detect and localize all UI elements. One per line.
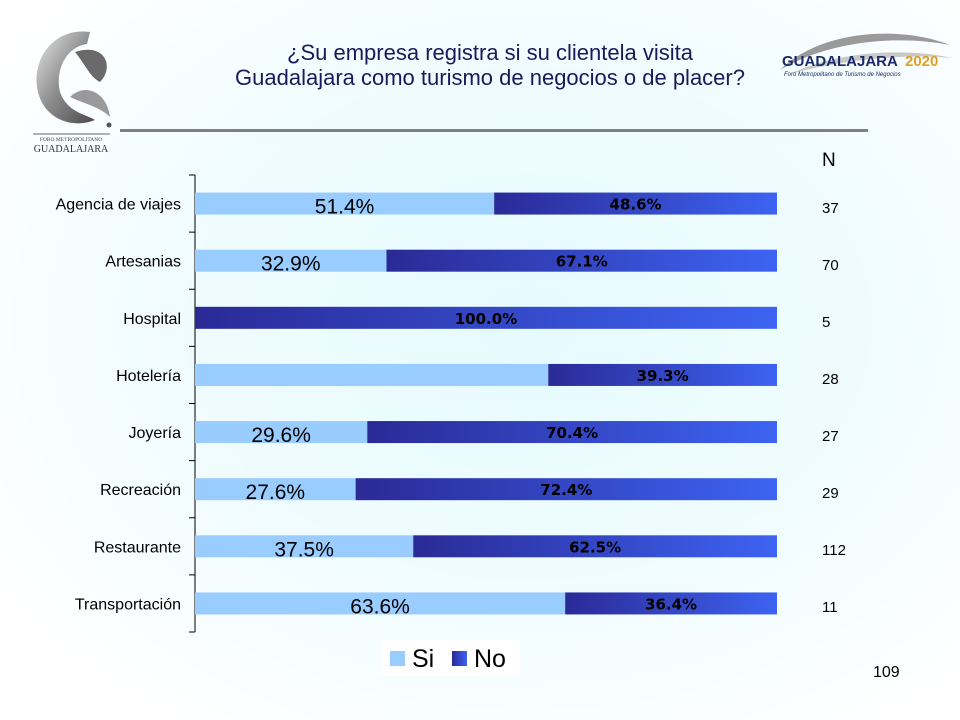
guadalajara-2020-logo: GUADALAJARA 2020 Foro Metropolitano de T… <box>780 33 952 78</box>
category-label: Restaurante <box>94 539 181 556</box>
bar-si <box>195 478 356 501</box>
title-line-1: ¿Su empresa registra si su clientela vis… <box>287 40 693 65</box>
data-label-si: 32.9% <box>261 253 321 276</box>
n-value: 112 <box>822 542 846 559</box>
svg-text:GUADALAJARA: GUADALAJARA <box>34 144 109 155</box>
svg-text:Foro Metropolitano de Turismo: Foro Metropolitano de Turismo de Negocio… <box>784 72 901 78</box>
svg-text:2020: 2020 <box>905 53 938 70</box>
n-value: 29 <box>822 485 839 502</box>
data-label-no: 39.3% <box>637 367 689 385</box>
data-label-no: 72.4% <box>540 481 592 499</box>
category-label: Artesanias <box>105 254 181 271</box>
n-value: 11 <box>822 599 838 616</box>
bar-no <box>195 306 777 329</box>
category-label: Joyería <box>129 425 182 442</box>
n-value: 27 <box>822 428 839 445</box>
n-value: 5 <box>822 314 831 331</box>
chart-legend: Si No <box>382 640 520 676</box>
category-label: Transportación <box>75 596 181 613</box>
data-label-no: 70.4% <box>546 424 598 442</box>
page-number: 109 <box>873 664 900 681</box>
bar-no <box>355 478 777 501</box>
data-label-si: 29.6% <box>251 424 311 447</box>
bar-no <box>413 535 777 558</box>
svg-text:GUADALAJARA: GUADALAJARA <box>782 53 898 70</box>
category-label: Agencia de viajes <box>56 197 181 214</box>
bar-si <box>195 192 495 215</box>
data-label-no: 67.1% <box>556 253 608 271</box>
legend-label-si: Si <box>412 645 435 673</box>
data-label-no: 48.6% <box>610 196 662 214</box>
bar-no <box>548 363 777 386</box>
bar-si <box>195 421 368 444</box>
n-value: 28 <box>822 371 839 388</box>
legend-swatch-si <box>390 651 405 666</box>
n-value: 37 <box>822 200 839 217</box>
data-label-si: 37.5% <box>274 538 334 561</box>
title-line-2: Guadalajara como turismo de negocios o d… <box>235 65 745 90</box>
data-label-si: 27.6% <box>246 481 306 504</box>
data-label-no: 100.0% <box>455 310 517 328</box>
slide-title: ¿Su empresa registra si su clientela vis… <box>120 40 860 90</box>
data-label-no: 36.4% <box>645 595 697 613</box>
bar-no <box>386 249 777 272</box>
category-label: Hotelería <box>116 368 181 385</box>
legend-label-no: No <box>474 645 506 673</box>
data-label-si: 51.4% <box>315 196 375 219</box>
guadalajara-foro-logo: FORO METROPOLITANO GUADALAJARA <box>33 31 112 155</box>
bar-si <box>195 535 414 558</box>
bar-no <box>565 592 777 615</box>
n-value: 70 <box>822 257 839 274</box>
data-label-no: 62.5% <box>569 538 621 556</box>
bar-no <box>494 192 777 215</box>
bar-no <box>367 421 777 444</box>
category-label: Recreación <box>100 482 181 499</box>
legend-swatch-no <box>452 651 467 666</box>
title-divider <box>120 129 868 132</box>
data-label-si: 63.6% <box>350 595 410 618</box>
bar-si <box>195 592 566 615</box>
n-column-header: N <box>822 150 836 171</box>
svg-text:FORO METROPOLITANO: FORO METROPOLITANO <box>40 137 102 143</box>
bar-si <box>195 363 549 386</box>
bar-si <box>195 249 387 272</box>
category-label: Hospital <box>123 311 181 328</box>
